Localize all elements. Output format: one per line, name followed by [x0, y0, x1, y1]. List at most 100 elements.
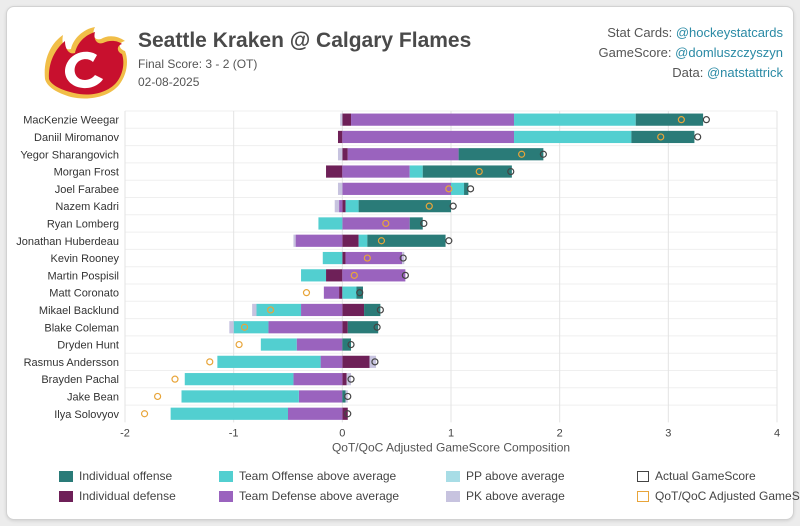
player-name: Yegor Sharangovich	[20, 149, 119, 161]
bar-segment	[342, 338, 352, 351]
legend-label: PK above average	[466, 489, 565, 503]
actual-gamescore-marker	[373, 323, 381, 331]
player-name: Jake Bean	[67, 391, 119, 403]
player-name: Matt Coronato	[49, 288, 119, 300]
player-name: Ryan Lomberg	[47, 218, 119, 230]
actual-gamescore-marker	[702, 116, 710, 124]
actual-gamescore-marker	[399, 254, 407, 262]
bar-segment	[409, 165, 423, 178]
x-tick-label: -2	[120, 427, 130, 439]
qot-gamescore-marker	[350, 271, 358, 279]
bar-segment	[342, 373, 347, 386]
legend-swatch	[219, 490, 233, 502]
legend-swatch	[219, 470, 233, 482]
legend-item: PP above average	[446, 469, 565, 483]
bar-segment	[369, 355, 377, 368]
credits: Stat Cards: @hockeystatcards GameScore: …	[599, 23, 783, 83]
x-tick-label: 4	[774, 427, 780, 439]
bar-segment	[356, 286, 363, 299]
bar-segment	[458, 148, 544, 161]
legend-label: QoT/QoC Adjusted GameScore	[655, 489, 800, 503]
bar-segment	[296, 338, 343, 351]
player-name: Rasmus Andersson	[24, 357, 119, 369]
bar-segment	[322, 251, 343, 265]
legend-item: Team Defense above average	[219, 489, 399, 503]
legend-swatch	[59, 470, 73, 482]
credit-line: GameScore: @domluszczyszyn	[599, 43, 783, 63]
bar-segment	[320, 355, 343, 368]
bar-segment	[367, 234, 446, 247]
legend-label: Team Offense above average	[239, 469, 397, 483]
bar-segment	[409, 217, 423, 230]
credit-handle[interactable]: @natstattrick	[706, 65, 783, 80]
actual-gamescore-marker	[539, 150, 547, 158]
actual-gamescore-marker	[344, 392, 352, 401]
player-name: Daniil Miromanov	[34, 132, 119, 144]
qot-gamescore-marker	[235, 340, 243, 349]
bar-segment	[301, 303, 343, 317]
bar-segment	[342, 251, 346, 265]
x-tick-label: -1	[229, 427, 239, 439]
bar-segment	[260, 338, 297, 351]
credit-label: GameScore:	[598, 45, 672, 60]
bar-segment	[337, 148, 343, 161]
game-date: 02-08-2025	[138, 75, 200, 89]
credit-line: Stat Cards: @hockeystatcards	[599, 23, 783, 43]
legend-item: Individual defense	[59, 489, 176, 503]
legend-swatch	[446, 470, 460, 482]
bar-segment	[342, 130, 515, 144]
page-title: Seattle Kraken @ Calgary Flames	[138, 29, 472, 52]
qot-gamescore-marker	[267, 306, 275, 314]
bar-segment	[184, 373, 294, 386]
credit-handle[interactable]: @hockeystatcards	[675, 25, 783, 40]
bar-segment	[342, 269, 406, 282]
actual-gamescore-marker	[347, 375, 355, 383]
bar-segment	[514, 130, 632, 144]
actual-gamescore-marker	[694, 133, 702, 141]
bar-segment	[295, 234, 343, 247]
legend-swatch	[446, 490, 460, 502]
bar-segment	[339, 200, 343, 213]
actual-gamescore-marker	[371, 358, 379, 366]
legend-label: PP above average	[466, 469, 565, 483]
qot-gamescore-marker	[657, 133, 665, 141]
bar-segment	[342, 217, 410, 230]
actual-gamescore-marker	[347, 340, 355, 349]
actual-gamescore-marker	[344, 410, 352, 418]
bar-segment	[342, 234, 359, 247]
qot-gamescore-marker	[140, 410, 149, 418]
player-name: Jonathan Huberdeau	[16, 236, 119, 248]
bar-segment	[326, 269, 343, 282]
actual-gamescore-marker	[466, 185, 475, 193]
bar-segment	[631, 130, 695, 144]
bar-segment	[337, 182, 343, 195]
bar-segment	[293, 234, 296, 247]
qot-gamescore-marker	[382, 219, 390, 228]
gamescore-chart: -2 -1 0 1 2 3 4 QoT/QoC Adjusted GameScore Comp…	[16, 110, 780, 454]
bar-segment	[364, 303, 381, 317]
player-name: Dryden Hunt	[57, 340, 119, 352]
legend-swatch	[59, 490, 73, 502]
bar-segment	[514, 113, 636, 126]
legend-label: Actual GameScore	[655, 469, 756, 483]
actual-gamescore-marker	[445, 237, 453, 245]
bar-segment	[318, 217, 343, 230]
legend-item: PK above average	[446, 489, 565, 503]
credit-line: Data: @natstattrick	[599, 63, 783, 83]
bar-segment	[345, 251, 403, 265]
bar-segment	[337, 130, 343, 144]
qot-gamescore-marker	[518, 150, 526, 158]
player-name: MacKenzie Weegar	[23, 115, 119, 127]
legend-swatch	[637, 490, 649, 502]
credit-handle[interactable]: @domluszczyszyn	[675, 45, 783, 60]
bar-segment	[464, 182, 469, 195]
player-name: Ilya Solovyov	[54, 409, 119, 421]
bar-segment	[342, 148, 348, 161]
x-tick-label: 3	[665, 427, 671, 439]
qot-gamescore-marker	[154, 392, 162, 401]
bar-segment	[358, 200, 451, 213]
qot-gamescore-marker	[475, 167, 483, 176]
bar-segment	[181, 390, 299, 403]
player-name: Kevin Rooney	[51, 253, 120, 265]
bar-segment	[345, 200, 359, 213]
